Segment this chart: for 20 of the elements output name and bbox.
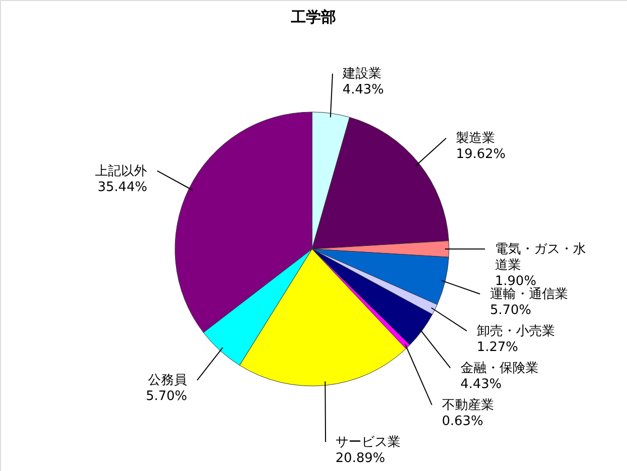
slice-label: 電気・ガス・水道業: [495, 242, 586, 273]
data-label: 4.43%: [460, 376, 502, 392]
slice-label: サービス業: [336, 434, 401, 450]
data-label: 4.43%: [342, 82, 384, 98]
data-label: 0.63%: [442, 414, 484, 429]
slice-label: 上記以外: [95, 164, 148, 179]
slice-label: 金融・保険業: [460, 360, 538, 376]
data-label: 35.44%: [98, 180, 148, 195]
data-label: 1.27%: [476, 340, 518, 355]
data-label: 5.70%: [490, 302, 532, 318]
slice-label: 不動産業: [442, 396, 494, 413]
data-label: 19.62%: [456, 147, 506, 162]
chart-title: 工学部: [290, 8, 336, 26]
data-label: 5.70%: [146, 389, 188, 404]
slice-label: 卸売・小売業: [476, 324, 555, 339]
slice-label: 公務員: [148, 373, 188, 388]
data-label: 20.89%: [336, 450, 386, 466]
slice-label: 建設業: [342, 66, 382, 82]
slice-label: 運輸・通信業: [490, 286, 568, 302]
slice-label: 製造業: [456, 131, 496, 146]
